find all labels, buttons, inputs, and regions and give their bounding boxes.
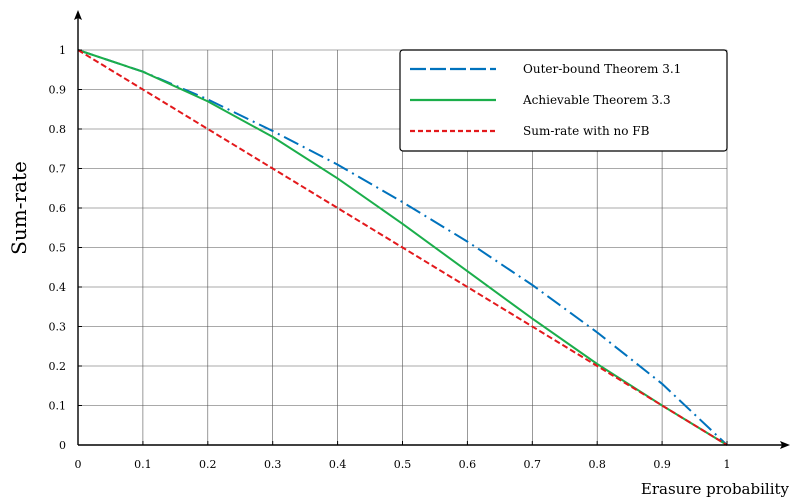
y-tick-label: 0.8 bbox=[49, 123, 67, 136]
x-tick-label: 0.1 bbox=[134, 458, 152, 471]
legend-label-outer-bound: Outer-bound Theorem 3.1 bbox=[523, 62, 681, 76]
legend-label-no-fb: Sum-rate with no FB bbox=[523, 124, 650, 138]
series-line-1 bbox=[77, 49, 728, 446]
tick-labels: 0 0.1 0.2 0.3 0.4 0.5 0.6 0.7 0.8 0.9 1 0 0.1 0.2 0.3 0… bbox=[49, 44, 731, 471]
y-tick-label: 1 bbox=[59, 44, 66, 57]
x-tick-label: 0.4 bbox=[329, 458, 347, 471]
x-tick-label: 0.5 bbox=[394, 458, 412, 471]
x-axis-title: Erasure probability bbox=[641, 480, 790, 498]
y-tick-label: 0.9 bbox=[49, 84, 67, 97]
x-tick-label: 0.3 bbox=[264, 458, 282, 471]
axes bbox=[74, 10, 790, 449]
x-tick-label: 1 bbox=[724, 458, 731, 471]
x-tick-label: 0.9 bbox=[653, 458, 671, 471]
x-tick-label: 0 bbox=[75, 458, 82, 471]
x-axis-arrow bbox=[780, 441, 790, 449]
y-axis-title: Sum-rate bbox=[7, 161, 31, 255]
y-tick-label: 0.2 bbox=[49, 360, 67, 373]
series-lines bbox=[77, 49, 728, 446]
y-tick-label: 0.3 bbox=[49, 321, 67, 334]
y-tick-label: 0.4 bbox=[49, 281, 67, 294]
legend-label-achievable: Achievable Theorem 3.3 bbox=[522, 93, 671, 107]
y-tick-label: 0 bbox=[59, 439, 66, 452]
legend-box bbox=[399, 49, 728, 152]
legend: Outer-bound Theorem 3.1 Achievable Theor… bbox=[399, 49, 728, 152]
y-tick-label: 0.6 bbox=[49, 202, 67, 215]
y-tick-label: 0.1 bbox=[49, 400, 67, 413]
x-tick-label: 0.2 bbox=[199, 458, 217, 471]
y-tick-label: 0.5 bbox=[49, 242, 67, 255]
y-axis-arrow bbox=[74, 10, 82, 20]
x-tick-label: 0.7 bbox=[524, 458, 542, 471]
x-tick-label: 0.6 bbox=[459, 458, 477, 471]
series-line-0 bbox=[77, 49, 728, 446]
y-tick-label: 0.7 bbox=[49, 163, 67, 176]
series-line-2 bbox=[77, 49, 728, 446]
x-tick-label: 0.8 bbox=[588, 458, 606, 471]
